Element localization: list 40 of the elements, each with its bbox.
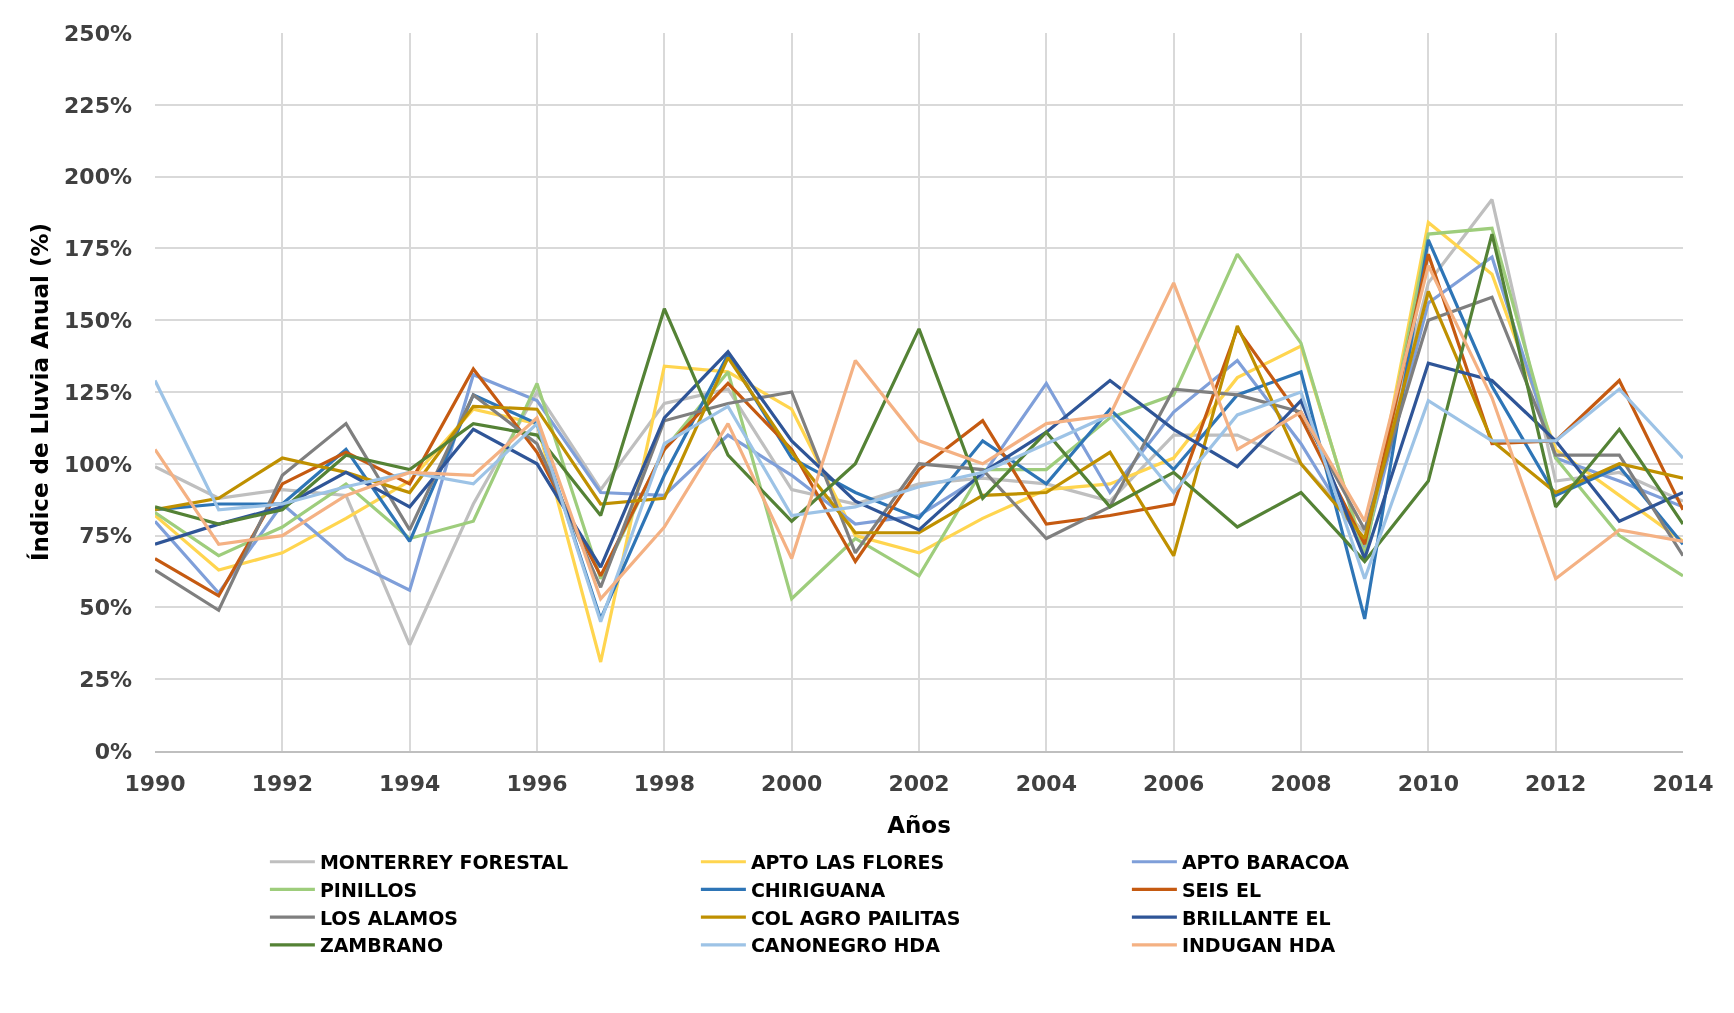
- x-tick-label: 1996: [506, 771, 568, 797]
- y-tick-label: 225%: [64, 92, 132, 118]
- y-tick-label: 125%: [64, 379, 132, 405]
- y-tick-label: 50%: [79, 595, 132, 621]
- legend-label: CHIRIGUANA: [750, 878, 886, 901]
- legend-label: PINILLOS: [319, 878, 418, 901]
- x-tick-label: 2002: [888, 771, 950, 797]
- x-tick-label: 2008: [1270, 771, 1332, 797]
- legend-label: APTO BARACOA: [1181, 851, 1350, 874]
- x-tick-label: 1998: [633, 771, 695, 797]
- x-tick-label: 2004: [1015, 771, 1077, 797]
- legend-label: BRILLANTE EL: [1181, 906, 1331, 929]
- legend-label: MONTERREY FORESTAL: [319, 851, 569, 874]
- legend-label: ZAMBRANO: [319, 934, 444, 957]
- legend-label: APTO LAS FLORES: [750, 851, 945, 874]
- legend-label: INDUGAN HDA: [1181, 934, 1336, 957]
- x-tick-label: 1994: [379, 771, 441, 797]
- line-series: [155, 289, 1683, 558]
- x-tick-label: 2000: [761, 771, 823, 797]
- y-tick-label: 0%: [94, 738, 132, 764]
- y-tick-label: 150%: [64, 307, 132, 333]
- x-tick-label: 2010: [1397, 771, 1459, 797]
- x-tick-label: 2012: [1525, 771, 1587, 797]
- x-tick-label: 1990: [124, 771, 186, 797]
- legend-label: COL AGRO PAILITAS: [750, 906, 961, 929]
- x-axis-title: Años: [887, 812, 951, 839]
- x-tick-label: 2006: [1143, 771, 1205, 797]
- y-tick-label: 250%: [64, 20, 132, 46]
- legend-label: LOS ALAMOS: [319, 906, 459, 929]
- legend-label: CANONEGRO HDA: [750, 934, 941, 957]
- y-tick-label: 25%: [79, 666, 132, 692]
- y-axis-title: Índice de Lluvia Anual (%): [26, 223, 54, 561]
- y-tick-label: 75%: [79, 523, 132, 549]
- y-tick-label: 175%: [64, 236, 132, 262]
- x-tick-label: 1992: [251, 771, 313, 797]
- x-tick-label: 2014: [1652, 771, 1714, 797]
- y-tick-label: 100%: [64, 451, 132, 477]
- legend-label: SEIS EL: [1181, 878, 1262, 901]
- y-tick-label: 200%: [64, 164, 132, 190]
- line-series: [155, 378, 1683, 624]
